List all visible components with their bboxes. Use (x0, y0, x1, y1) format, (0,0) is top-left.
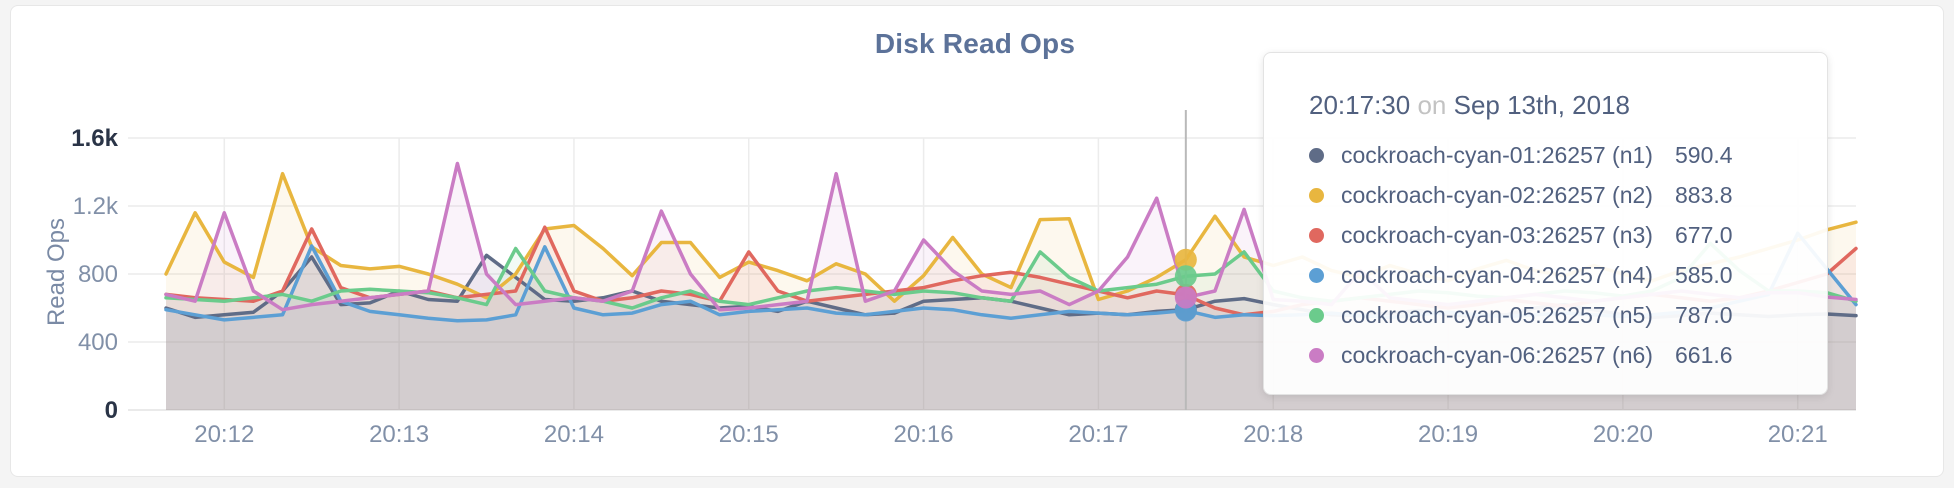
y-tick-label: 400 (78, 329, 118, 356)
x-tick-label: 20:18 (1243, 421, 1303, 448)
tooltip-time: 20:17:30 (1309, 90, 1411, 120)
tooltip-row: cockroach-cyan-02:26257 (n2) 883.8 (1309, 175, 1797, 215)
tooltip-row: cockroach-cyan-06:26257 (n6) 661.6 (1309, 335, 1797, 375)
y-tick-label: 0 (105, 397, 118, 424)
x-tick-label: 20:13 (369, 421, 429, 448)
series-value: 677.0 (1675, 221, 1733, 248)
x-tick-label: 20:20 (1593, 421, 1653, 448)
hover-point (1174, 265, 1197, 288)
x-tick-label: 20:21 (1768, 421, 1828, 448)
x-tick-label: 20:16 (894, 421, 954, 448)
tooltip-row: cockroach-cyan-04:26257 (n4) 585.0 (1309, 255, 1797, 295)
hover-point (1174, 248, 1197, 271)
y-tick-label: 1.2k (73, 193, 119, 220)
series-dot-n5 (1309, 307, 1324, 323)
tooltip-date: Sep 13th, 2018 (1453, 90, 1630, 120)
series-name: cockroach-cyan-05:26257 (n5) (1341, 301, 1653, 328)
series-name: cockroach-cyan-06:26257 (n6) (1341, 341, 1653, 368)
series-value: 590.4 (1675, 141, 1733, 168)
hover-point (1174, 286, 1197, 309)
series-dot-n2 (1309, 187, 1324, 203)
tooltip-row: cockroach-cyan-01:26257 (n1) 590.4 (1309, 135, 1797, 175)
series-name: cockroach-cyan-04:26257 (n4) (1341, 261, 1653, 288)
series-dot-n4 (1309, 267, 1324, 283)
series-name: cockroach-cyan-02:26257 (n2) (1341, 181, 1653, 208)
tooltip-row: cockroach-cyan-05:26257 (n5) 787.0 (1309, 295, 1797, 335)
chart-title: Disk Read Ops (874, 28, 1076, 59)
tooltip-row: cockroach-cyan-03:26257 (n3) 677.0 (1309, 215, 1797, 255)
tooltip-header: 20:17:30 on Sep 13th, 2018 (1309, 89, 1797, 121)
series-value: 787.0 (1675, 301, 1733, 328)
series-dot-n1 (1309, 147, 1324, 163)
x-tick-label: 20:12 (194, 421, 254, 448)
series-dot-n3 (1309, 227, 1324, 243)
series-name: cockroach-cyan-03:26257 (n3) (1341, 221, 1653, 248)
x-tick-label: 20:14 (544, 421, 604, 448)
series-value: 883.8 (1675, 181, 1733, 208)
x-tick-label: 20:19 (1418, 421, 1478, 448)
series-dot-n6 (1309, 347, 1324, 363)
series-value: 661.6 (1675, 341, 1733, 368)
y-tick-label: 800 (78, 261, 118, 288)
y-tick-label: 1.6k (71, 125, 118, 152)
x-tick-label: 20:17 (1068, 421, 1128, 448)
tooltip-conjunction: on (1417, 90, 1447, 120)
x-tick-label: 20:15 (719, 421, 779, 448)
series-name: cockroach-cyan-01:26257 (n1) (1341, 141, 1653, 168)
hover-tooltip: 20:17:30 on Sep 13th, 2018 cockroach-cya… (1263, 52, 1828, 395)
series-value: 585.0 (1675, 261, 1733, 288)
